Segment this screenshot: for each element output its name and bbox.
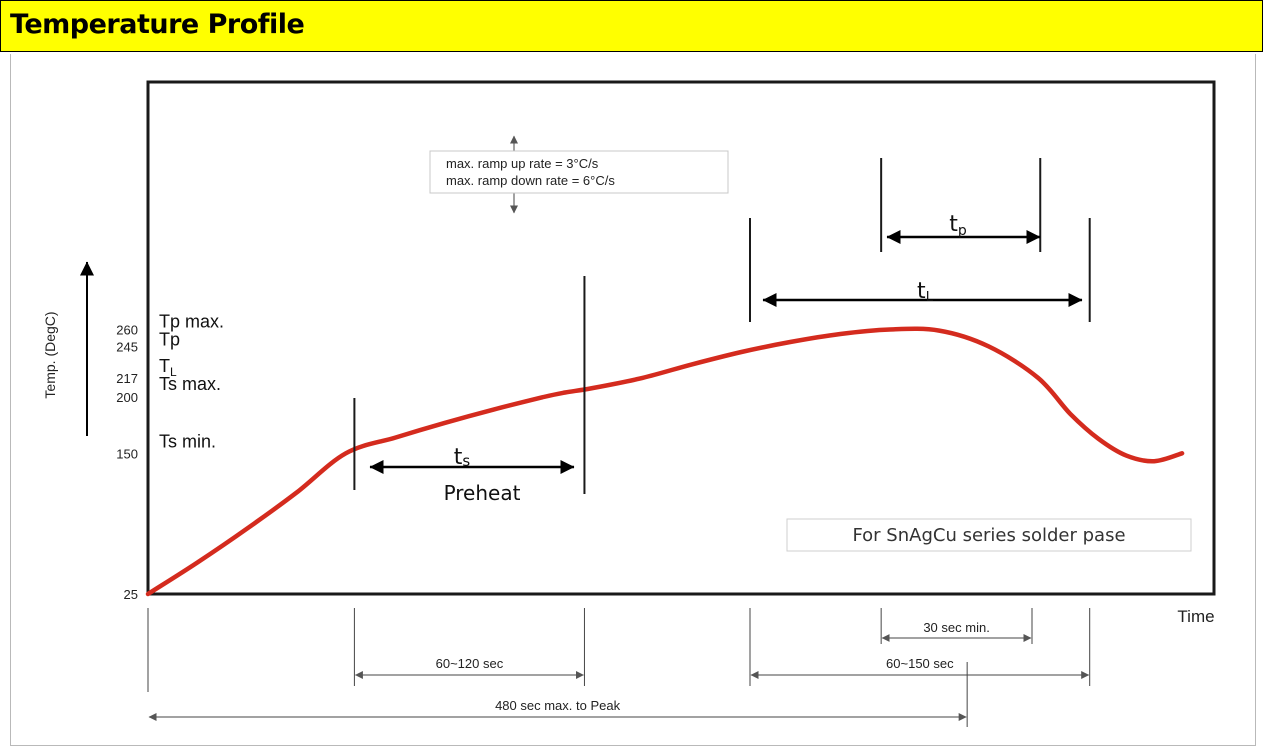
tl-label: tL	[917, 279, 934, 305]
axis-labels: Temp. (DegC) Time	[42, 261, 1215, 626]
temp-label: Tp max.	[159, 312, 224, 332]
y-tick-label: 245	[116, 339, 138, 354]
temp-label: Tp	[159, 329, 180, 349]
ramp-note-box	[429, 150, 729, 194]
x-axis-label: Time	[1177, 607, 1214, 626]
annotation-box	[786, 518, 1192, 552]
ramp-rate-note: max. ramp up rate = 3°C/s max. ramp down …	[429, 135, 729, 214]
y-tick-label: 25	[124, 587, 138, 602]
annotation-group: For SnAgCu series solder pase	[786, 518, 1192, 552]
temp-label: Ts min.	[159, 431, 216, 451]
ramp-note-line: max. ramp up rate = 3°C/s	[446, 156, 599, 171]
interval-markers: ts Preheat tL tp	[353, 158, 1091, 505]
span-label: 480 sec max. to Peak	[495, 698, 621, 713]
span-label: 60~150 sec	[886, 656, 954, 671]
span-label: 30 sec min.	[923, 620, 989, 635]
profile-curve-group	[145, 326, 1185, 597]
tp-label: tp	[949, 212, 967, 239]
ramp-note-line: max. ramp down rate = 6°C/s	[446, 173, 615, 188]
profile-curve	[145, 326, 1185, 597]
preheat-label: Preheat	[444, 481, 521, 505]
y-tick-label: 200	[116, 390, 138, 405]
annotation-text: For SnAgCu series solder pase	[852, 525, 1125, 546]
y-axis-label: Temp. (DegC)	[42, 311, 58, 398]
y-tick-label: 217	[116, 371, 138, 386]
temp-label: Ts max.	[159, 374, 221, 394]
title-banner: Temperature Profile	[0, 0, 1263, 52]
y-tick-label: 150	[116, 446, 138, 461]
span-label: 60~120 sec	[436, 656, 504, 671]
chart-frame	[10, 54, 1256, 746]
temp-label: TL	[159, 356, 177, 379]
time-span-dimensions: 60~120 sec 60~150 sec 30 sec min. 480 sec m…	[147, 608, 1091, 727]
y-tick-label: 260	[116, 323, 138, 338]
page-title: Temperature Profile	[10, 9, 305, 40]
ts-label: ts	[454, 445, 471, 470]
